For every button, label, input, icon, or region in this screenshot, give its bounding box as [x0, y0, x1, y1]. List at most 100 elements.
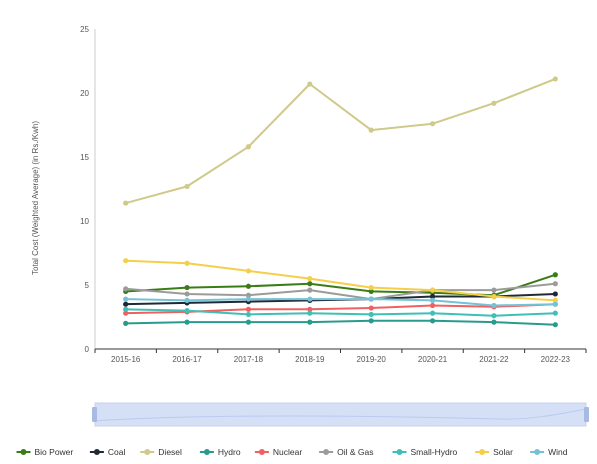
y-tick-label: 20	[80, 89, 89, 98]
data-point-bio-power[interactable]	[184, 284, 190, 291]
data-point-diesel[interactable]	[123, 200, 129, 206]
data-point-oil-gas[interactable]	[552, 281, 558, 287]
data-point-diesel[interactable]	[368, 127, 374, 133]
data-point-hydro[interactable]	[552, 322, 558, 328]
zoom-handle-right[interactable]	[584, 407, 589, 422]
legend-item-coal[interactable]: Coal	[89, 447, 126, 457]
x-tick-label: 2016-17	[172, 355, 202, 364]
data-point-nuclear[interactable]	[429, 302, 436, 309]
data-point-bio-power[interactable]	[368, 288, 374, 294]
zoom-selection[interactable]	[95, 403, 586, 426]
legend-item-oil-gas[interactable]: Oil & Gas	[319, 447, 373, 457]
axes: 0 5 10 15 20 25 2015-16 2016-17 2017-18 2018-19 20…	[80, 25, 587, 364]
legend-label: Solar	[493, 447, 513, 457]
series-line-small-hydro[interactable]	[125, 308, 556, 317]
data-point-wind[interactable]	[245, 296, 252, 302]
data-point-bio-power[interactable]	[552, 272, 558, 278]
data-point-coal[interactable]	[429, 293, 436, 300]
data-point-diesel[interactable]	[307, 81, 313, 87]
data-point-small-hydro[interactable]	[307, 310, 313, 316]
data-point-wind[interactable]	[368, 296, 374, 302]
series-line-oil-gas[interactable]	[125, 282, 556, 301]
x-tick-label: 2018-19	[295, 355, 325, 364]
legend-label: Diesel	[158, 447, 182, 457]
data-point-diesel[interactable]	[491, 100, 497, 106]
data-point-small-hydro[interactable]	[368, 311, 374, 318]
data-zoom-slider[interactable]	[92, 402, 589, 427]
series-line-hydro[interactable]	[125, 319, 556, 326]
data-point-diesel[interactable]	[552, 76, 558, 82]
data-point-nuclear[interactable]	[307, 306, 313, 312]
data-point-wind[interactable]	[307, 296, 313, 302]
zoom-handle-left[interactable]	[92, 407, 97, 422]
legend-item-small-hydro[interactable]: Small-Hydro	[392, 447, 458, 457]
data-point-small-hydro[interactable]	[184, 308, 190, 314]
series-solar[interactable]	[123, 258, 558, 303]
legend-label: Nuclear	[273, 447, 302, 457]
series-group	[123, 76, 558, 328]
legend-label: Oil & Gas	[337, 447, 373, 457]
data-point-hydro[interactable]	[307, 319, 313, 325]
legend-swatch-marker	[479, 449, 486, 455]
legend-swatch-marker	[258, 449, 265, 455]
data-point-solar[interactable]	[123, 258, 129, 264]
data-point-nuclear[interactable]	[368, 305, 374, 311]
data-point-hydro[interactable]	[184, 319, 190, 325]
data-point-hydro[interactable]	[123, 320, 129, 326]
legend-item-solar[interactable]: Solar	[475, 447, 513, 457]
series-line-diesel[interactable]	[125, 77, 556, 205]
data-point-oil-gas[interactable]	[245, 292, 252, 298]
series-line-bio-power[interactable]	[125, 273, 556, 297]
legend-item-bio-power[interactable]: Bio Power	[16, 447, 74, 457]
data-point-oil-gas[interactable]	[123, 286, 129, 292]
data-point-hydro[interactable]	[429, 318, 436, 324]
data-point-solar[interactable]	[429, 287, 436, 293]
series-small-hydro[interactable]	[123, 306, 558, 319]
legend-item-hydro[interactable]: Hydro	[199, 447, 241, 457]
series-line-solar[interactable]	[125, 259, 556, 302]
data-point-oil-gas[interactable]	[307, 287, 313, 293]
data-point-oil-gas[interactable]	[491, 287, 497, 293]
data-point-diesel[interactable]	[245, 144, 252, 150]
data-point-coal[interactable]	[123, 301, 129, 307]
data-point-small-hydro[interactable]	[429, 310, 436, 316]
data-point-hydro[interactable]	[245, 319, 252, 325]
data-point-wind[interactable]	[184, 297, 190, 303]
series-diesel[interactable]	[123, 76, 558, 206]
legend-item-diesel[interactable]: Diesel	[140, 447, 182, 457]
legend-swatch-marker	[20, 449, 27, 455]
data-point-coal[interactable]	[552, 291, 558, 297]
data-point-oil-gas[interactable]	[184, 291, 190, 297]
data-point-nuclear[interactable]	[245, 306, 252, 312]
series-hydro[interactable]	[123, 318, 558, 328]
data-point-small-hydro[interactable]	[123, 306, 129, 312]
data-point-solar[interactable]	[552, 297, 558, 303]
data-point-diesel[interactable]	[429, 121, 436, 127]
data-point-hydro[interactable]	[491, 319, 497, 325]
data-point-wind[interactable]	[429, 297, 436, 303]
zoom-preview-line	[94, 408, 587, 422]
data-point-wind[interactable]	[552, 301, 558, 307]
data-point-solar[interactable]	[307, 276, 313, 282]
data-point-solar[interactable]	[368, 284, 374, 291]
legend-swatch-marker	[93, 449, 100, 455]
data-point-nuclear[interactable]	[123, 310, 129, 316]
data-point-diesel[interactable]	[184, 183, 190, 190]
data-point-small-hydro[interactable]	[245, 311, 252, 318]
data-point-wind[interactable]	[491, 302, 497, 309]
data-point-small-hydro[interactable]	[491, 313, 497, 319]
data-point-hydro[interactable]	[368, 318, 374, 324]
data-point-bio-power[interactable]	[245, 283, 252, 289]
legend-swatch-marker	[396, 449, 403, 455]
data-point-solar[interactable]	[245, 268, 252, 274]
series-wind[interactable]	[123, 296, 558, 309]
data-point-small-hydro[interactable]	[552, 310, 558, 316]
legend-item-wind[interactable]: Wind	[530, 447, 568, 457]
data-point-wind[interactable]	[123, 296, 129, 302]
data-point-bio-power[interactable]	[307, 281, 313, 287]
series-line-wind[interactable]	[125, 298, 556, 307]
data-point-solar[interactable]	[184, 260, 190, 266]
legend-item-nuclear[interactable]: Nuclear	[254, 447, 302, 457]
data-point-solar[interactable]	[491, 293, 497, 300]
